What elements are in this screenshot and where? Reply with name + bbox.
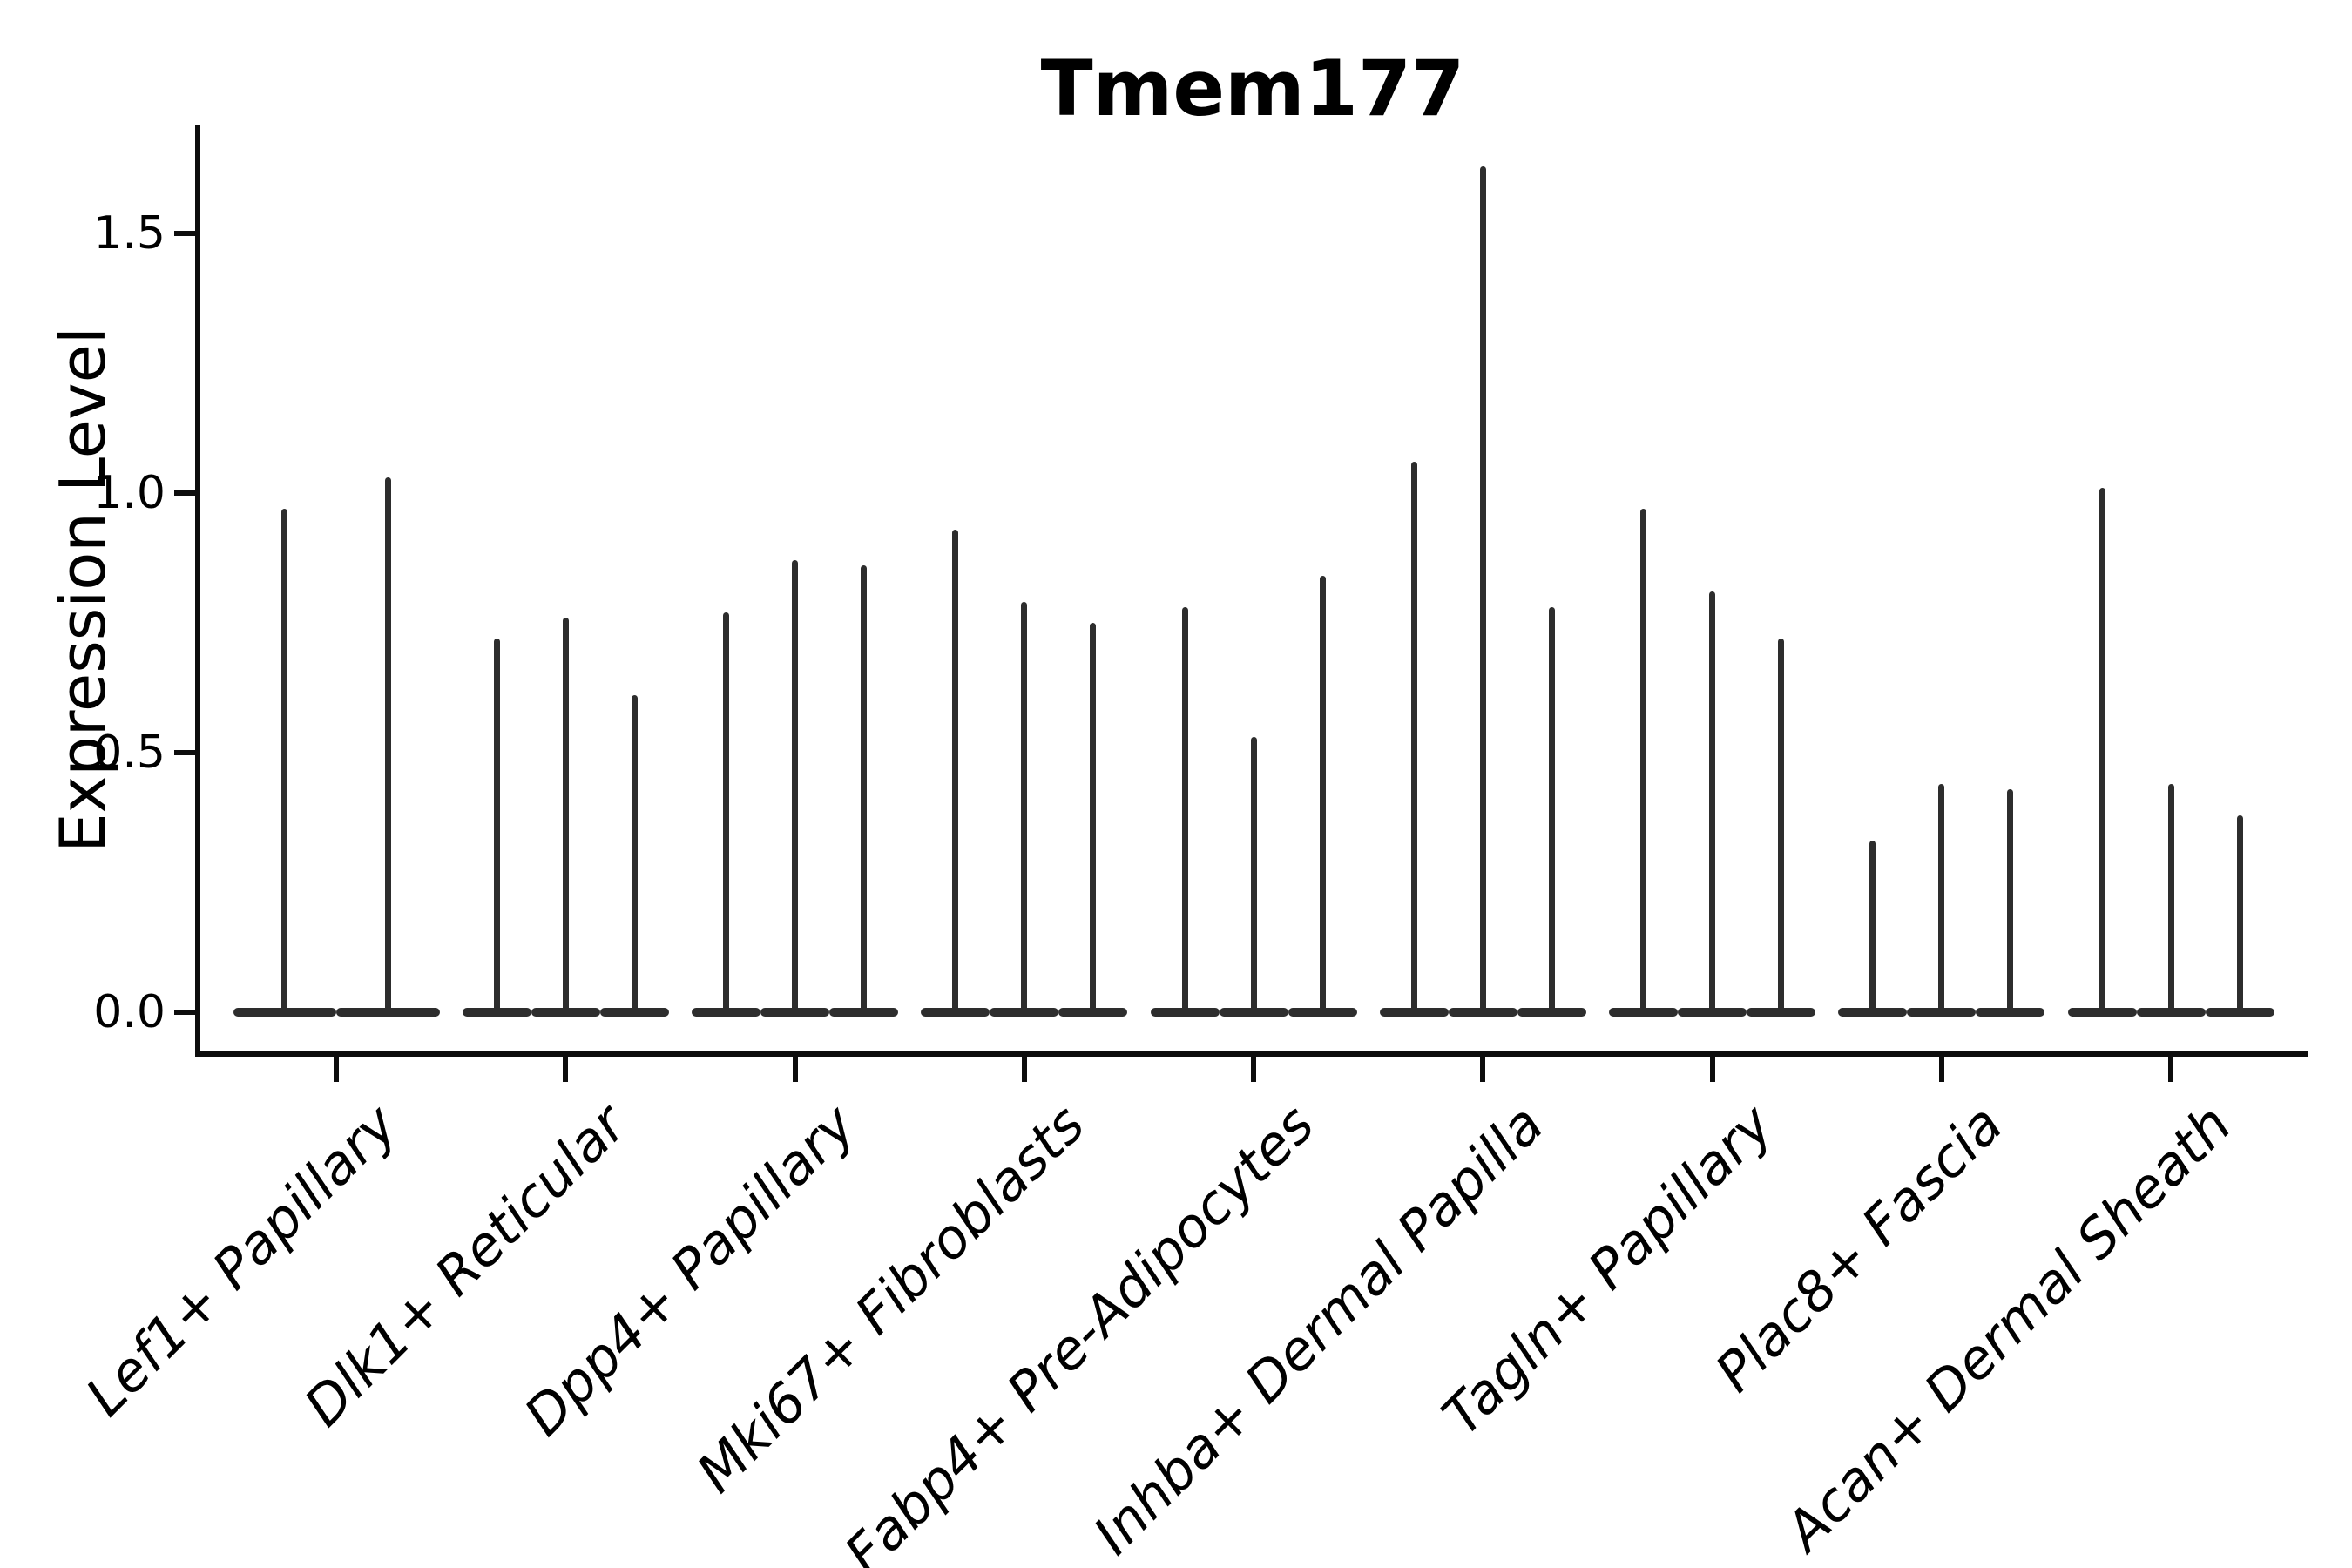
violin-spike: [1548, 607, 1555, 1012]
violin-spike: [1250, 737, 1257, 1012]
violin-spike: [1021, 602, 1028, 1012]
violin-base: [829, 1008, 898, 1017]
violin-spike: [281, 508, 288, 1012]
violin-spike: [493, 638, 500, 1012]
violin-base: [692, 1008, 760, 1017]
violin-base: [336, 1008, 440, 1017]
violin-spike: [2007, 788, 2014, 1012]
violin-spike: [2236, 814, 2243, 1012]
chart-title: Tmem177: [1040, 44, 1465, 133]
y-tick-label: 0.5: [93, 727, 166, 779]
x-tick-mark: [1021, 1056, 1027, 1082]
violin-base: [2205, 1008, 2274, 1017]
violin-base: [760, 1008, 829, 1017]
x-tick-label: Fabp4+ Pre-Adipocytes: [832, 1092, 1327, 1568]
violin-spike: [792, 560, 798, 1012]
bottom-spine: [195, 1051, 2308, 1057]
violin-spike: [1778, 638, 1784, 1012]
left-spine: [195, 125, 200, 1057]
violin-base: [462, 1008, 531, 1017]
violin-base: [1379, 1008, 1449, 1017]
violin-base: [1058, 1008, 1128, 1017]
violin-base: [1288, 1008, 1357, 1017]
violin-base: [2136, 1008, 2206, 1017]
x-tick-mark: [1709, 1056, 1715, 1082]
violin-base: [921, 1008, 990, 1017]
violin-base: [1747, 1008, 1815, 1017]
x-tick-mark: [1251, 1056, 1256, 1082]
violin-base: [1448, 1008, 1517, 1017]
violin-base: [1609, 1008, 1678, 1017]
y-tick-mark: [174, 1010, 198, 1015]
x-tick-label: Acan+ Dermal Sheath: [1773, 1092, 2244, 1563]
x-tick-label: Inhba+ Dermal Papilla: [1081, 1092, 1556, 1567]
violin-spike: [1479, 166, 1486, 1012]
y-tick-mark: [174, 490, 198, 496]
violin-base: [1517, 1008, 1586, 1017]
violin-spike: [1938, 783, 1945, 1012]
y-tick-mark: [174, 750, 198, 755]
violin-spike: [1090, 623, 1097, 1012]
violin-base: [1838, 1008, 1908, 1017]
violin-spike: [2099, 488, 2105, 1012]
violin-base: [1678, 1008, 1747, 1017]
violin-base: [2067, 1008, 2137, 1017]
y-tick-label: 0.0: [93, 986, 166, 1038]
y-tick-label: 1.5: [93, 207, 166, 260]
violin-spike: [952, 529, 959, 1012]
violin-spike: [2167, 783, 2174, 1012]
violin-spike: [861, 565, 867, 1012]
violin-spike: [562, 618, 569, 1012]
violin-base: [233, 1008, 336, 1017]
violin-base: [990, 1008, 1059, 1017]
violin-spike: [1181, 607, 1188, 1012]
violin-base: [1219, 1008, 1288, 1017]
violin-spike: [631, 695, 638, 1012]
violin-base: [1150, 1008, 1220, 1017]
y-tick-label: 1.0: [93, 467, 166, 519]
violin-spike: [1869, 841, 1876, 1012]
x-tick-mark: [2168, 1056, 2173, 1082]
violin-spike: [1319, 576, 1326, 1012]
x-tick-mark: [1938, 1056, 1944, 1082]
violin-spike: [384, 477, 391, 1012]
x-tick-mark: [563, 1056, 569, 1082]
violin-spike: [1410, 462, 1417, 1012]
violin-base: [531, 1008, 600, 1017]
y-tick-mark: [174, 231, 198, 236]
x-tick-label: Mki67+ Fibroblasts: [685, 1092, 1098, 1505]
x-tick-mark: [1480, 1056, 1486, 1082]
x-tick-mark: [334, 1056, 339, 1082]
violin-base: [1976, 1008, 2045, 1017]
violin-base: [599, 1008, 669, 1017]
violin-spike: [1709, 591, 1715, 1012]
x-tick-mark: [792, 1056, 798, 1082]
violin-base: [1907, 1008, 1977, 1017]
violin-spike: [723, 612, 729, 1012]
violin-spike: [1640, 508, 1646, 1012]
